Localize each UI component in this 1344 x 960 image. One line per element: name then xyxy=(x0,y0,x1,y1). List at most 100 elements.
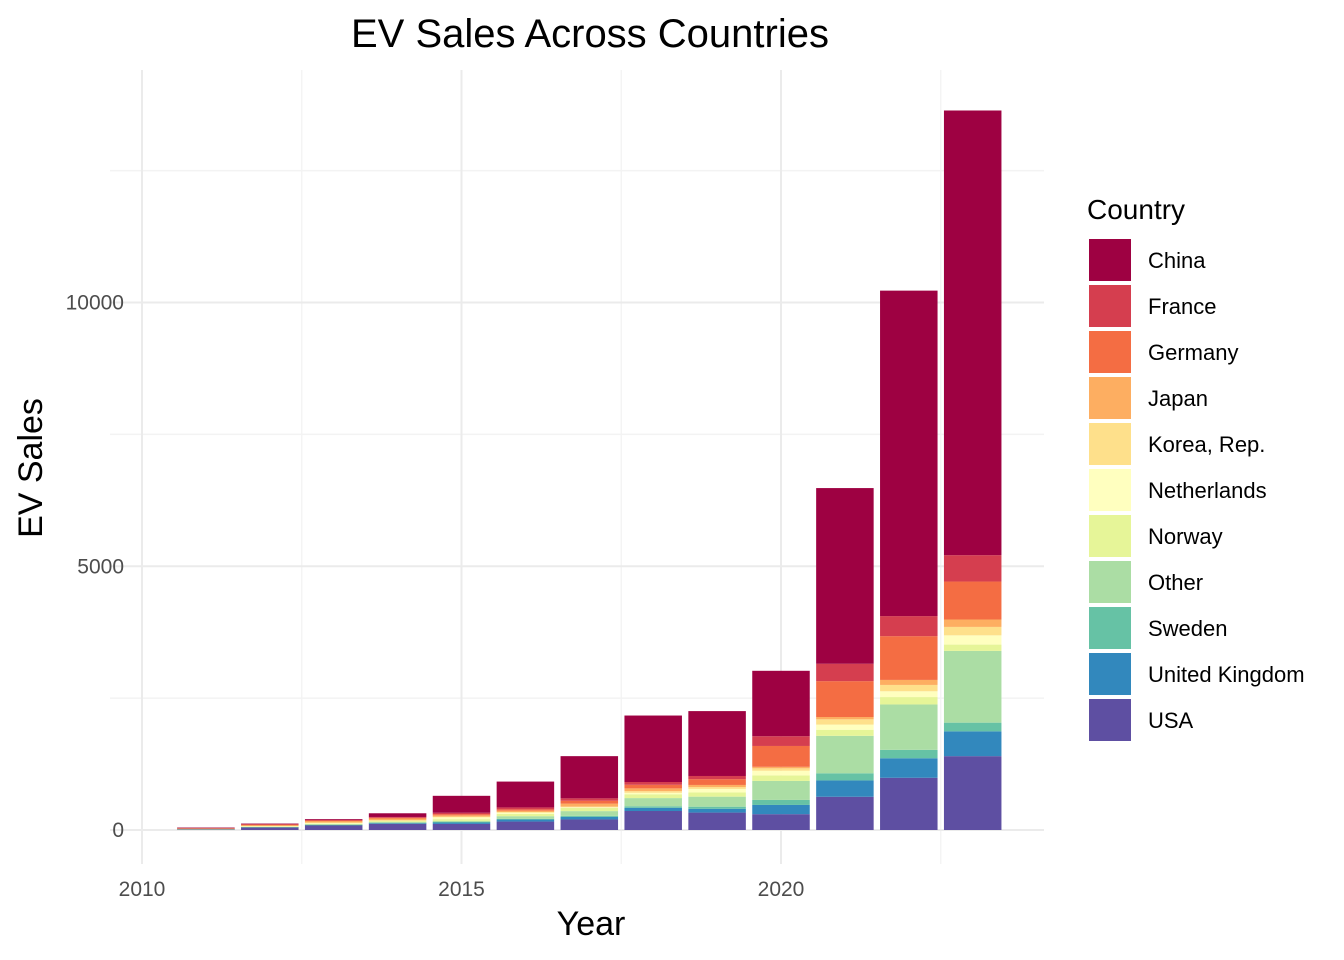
bar-segment-netherlands xyxy=(880,691,938,698)
bar-segment-united-kingdom xyxy=(880,758,938,778)
bar-segment-korea-rep- xyxy=(304,822,363,824)
bar-segment-france xyxy=(304,819,363,821)
bar-segment-japan xyxy=(560,803,619,807)
y-tick-label: 5000 xyxy=(77,555,124,578)
bar-segment-other xyxy=(943,650,1002,723)
bar-segment-france xyxy=(624,781,682,785)
bar-segment-france xyxy=(241,824,299,825)
bar-segment-sweden xyxy=(560,815,619,817)
bar-segment-netherlands xyxy=(241,826,299,827)
bar-segment-netherlands xyxy=(943,635,1002,645)
bar-segment-germany xyxy=(432,814,491,816)
bar-segment-japan xyxy=(816,717,874,720)
bar-segment-other xyxy=(816,735,874,774)
chart-title: EV Sales Across Countries xyxy=(351,12,829,56)
bar-segment-japan xyxy=(752,766,810,769)
bar-stack-2023 xyxy=(943,110,1002,830)
bar-segment-netherlands xyxy=(624,792,682,795)
bar-segment-germany xyxy=(752,745,810,767)
y-axis-title: EV Sales xyxy=(12,398,50,538)
legend-swatch xyxy=(1089,239,1131,281)
bar-segment-norway xyxy=(752,775,810,781)
bar-segment-korea-rep- xyxy=(496,812,555,813)
y-tick-label: 10000 xyxy=(66,292,124,315)
bar-segment-china xyxy=(688,711,746,776)
bar-segment-korea-rep- xyxy=(943,626,1002,636)
bar-segment-netherlands xyxy=(304,822,363,824)
bar-segment-norway xyxy=(304,823,363,825)
bar-segment-netherlands xyxy=(816,724,874,730)
legend-title: Country xyxy=(1087,194,1185,225)
bar-segment-netherlands xyxy=(752,770,810,776)
bar-segment-sweden xyxy=(241,826,299,828)
x-axis-title: Year xyxy=(557,905,626,943)
bar-segment-netherlands xyxy=(688,788,746,793)
bar-segment-other xyxy=(432,820,491,822)
legend-item-japan: Japan xyxy=(1089,377,1208,419)
bar-segment-usa xyxy=(880,777,938,830)
y-tick-label: 0 xyxy=(112,819,124,842)
bar-segment-france xyxy=(368,816,427,818)
bar-segment-germany xyxy=(880,636,938,680)
bar-segment-sweden xyxy=(496,818,555,820)
bar-stack-2019 xyxy=(688,711,746,830)
bar-segment-usa xyxy=(241,827,299,830)
bar-segment-germany xyxy=(943,581,1002,620)
bar-segment-sweden xyxy=(688,806,746,809)
bar-segment-japan xyxy=(624,788,682,792)
legend-swatch xyxy=(1089,515,1131,557)
bar-stack-2012 xyxy=(241,823,299,830)
bar-segment-korea-rep- xyxy=(752,768,810,771)
bar-segment-united-kingdom xyxy=(816,780,874,797)
bar-segment-other xyxy=(624,798,682,807)
bar-segment-germany xyxy=(496,809,555,811)
legend-label: Other xyxy=(1148,570,1203,595)
bar-segment-sweden xyxy=(752,799,810,805)
bar-segment-norway xyxy=(688,792,746,797)
bar-segment-usa xyxy=(496,821,555,830)
legend-swatch xyxy=(1089,469,1131,511)
legend-swatch xyxy=(1089,699,1131,741)
bar-segment-usa xyxy=(624,811,682,830)
legend-label: Norway xyxy=(1148,524,1223,549)
bar-segment-germany xyxy=(241,824,299,826)
bar-segment-japan xyxy=(496,810,555,813)
bar-segment-norway xyxy=(560,807,619,812)
bar-segment-korea-rep- xyxy=(816,719,874,725)
bar-segment-korea-rep- xyxy=(880,684,938,692)
bar-segment-sweden xyxy=(943,722,1002,732)
legend-label: Sweden xyxy=(1148,616,1228,641)
bar-stack-2022 xyxy=(880,290,938,830)
legend-item-sweden: Sweden xyxy=(1089,607,1228,649)
bar-segment-usa xyxy=(368,823,427,830)
bar-segment-norway xyxy=(432,819,491,821)
bar-segment-netherlands xyxy=(496,812,555,814)
bar-segment-norway xyxy=(880,697,938,705)
bar-segment-sweden xyxy=(624,806,682,808)
bar-segment-germany xyxy=(624,784,682,789)
bar-segment-france xyxy=(880,616,938,637)
legend-label: USA xyxy=(1148,708,1194,733)
legend-item-korea-rep-: Korea, Rep. xyxy=(1089,423,1265,465)
bar-segment-sweden xyxy=(368,822,427,824)
bar-segment-china xyxy=(560,756,619,799)
bar-segment-sweden xyxy=(816,773,874,781)
bar-segment-japan xyxy=(432,815,491,817)
bar-segment-korea-rep- xyxy=(624,791,682,793)
bar-segment-france xyxy=(943,555,1002,582)
bar-segment-united-kingdom xyxy=(624,807,682,812)
legend-swatch xyxy=(1089,285,1131,327)
legend-swatch xyxy=(1089,377,1131,419)
bars xyxy=(177,110,1002,830)
bar-segment-japan xyxy=(368,818,427,821)
bar-segment-japan xyxy=(688,784,746,788)
bar-segment-usa xyxy=(943,756,1002,830)
bar-segment-japan xyxy=(304,820,363,823)
legend-item-other: Other xyxy=(1089,561,1203,603)
bar-stack-2014 xyxy=(368,813,427,830)
bar-segment-china xyxy=(880,290,938,617)
bar-segment-norway xyxy=(177,828,235,830)
bar-segment-france xyxy=(496,807,555,810)
bar-segment-sweden xyxy=(880,749,938,759)
bar-segment-other xyxy=(752,780,810,800)
